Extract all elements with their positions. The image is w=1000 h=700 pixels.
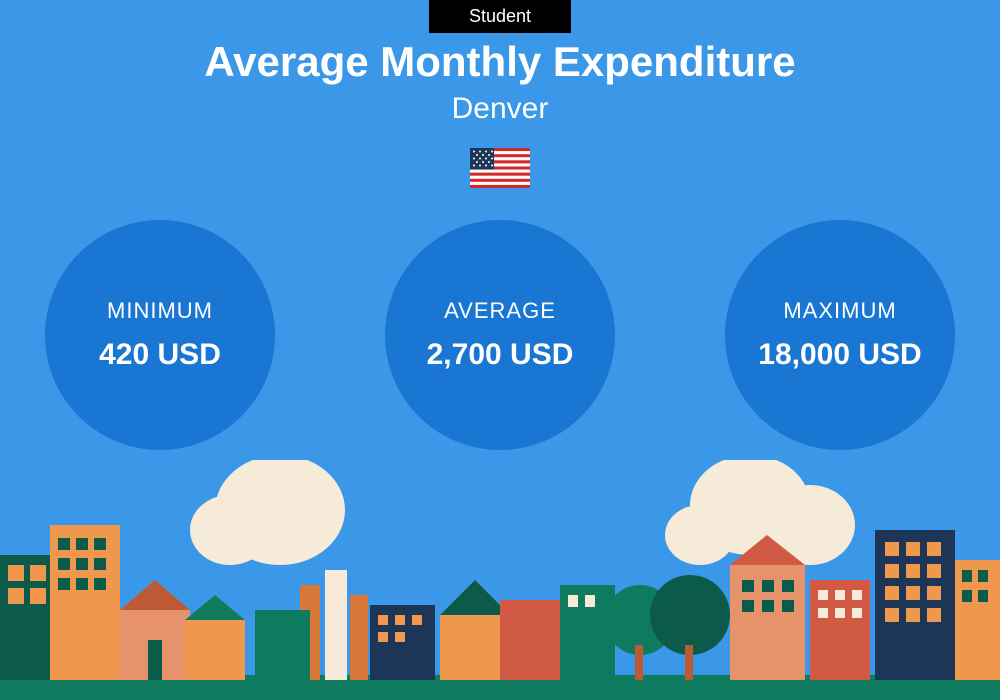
student-badge: Student [429, 0, 571, 33]
stat-maximum: MAXIMUM 18,000 USD [725, 220, 955, 450]
stat-value: 420 USD [99, 338, 221, 372]
stat-label: MAXIMUM [783, 298, 896, 324]
stat-value: 2,700 USD [427, 338, 574, 372]
stat-value: 18,000 USD [758, 338, 921, 372]
city-name: Denver [0, 92, 1000, 126]
stat-label: AVERAGE [444, 298, 556, 324]
page-title: Average Monthly Expenditure [0, 38, 1000, 86]
stat-minimum: MINIMUM 420 USD [45, 220, 275, 450]
usa-flag-icon [470, 148, 530, 188]
stat-label: MINIMUM [107, 298, 213, 324]
stat-average: AVERAGE 2,700 USD [385, 220, 615, 450]
cityscape-illustration [0, 460, 1000, 700]
stats-container: MINIMUM 420 USD AVERAGE 2,700 USD MAXIMU… [0, 220, 1000, 450]
